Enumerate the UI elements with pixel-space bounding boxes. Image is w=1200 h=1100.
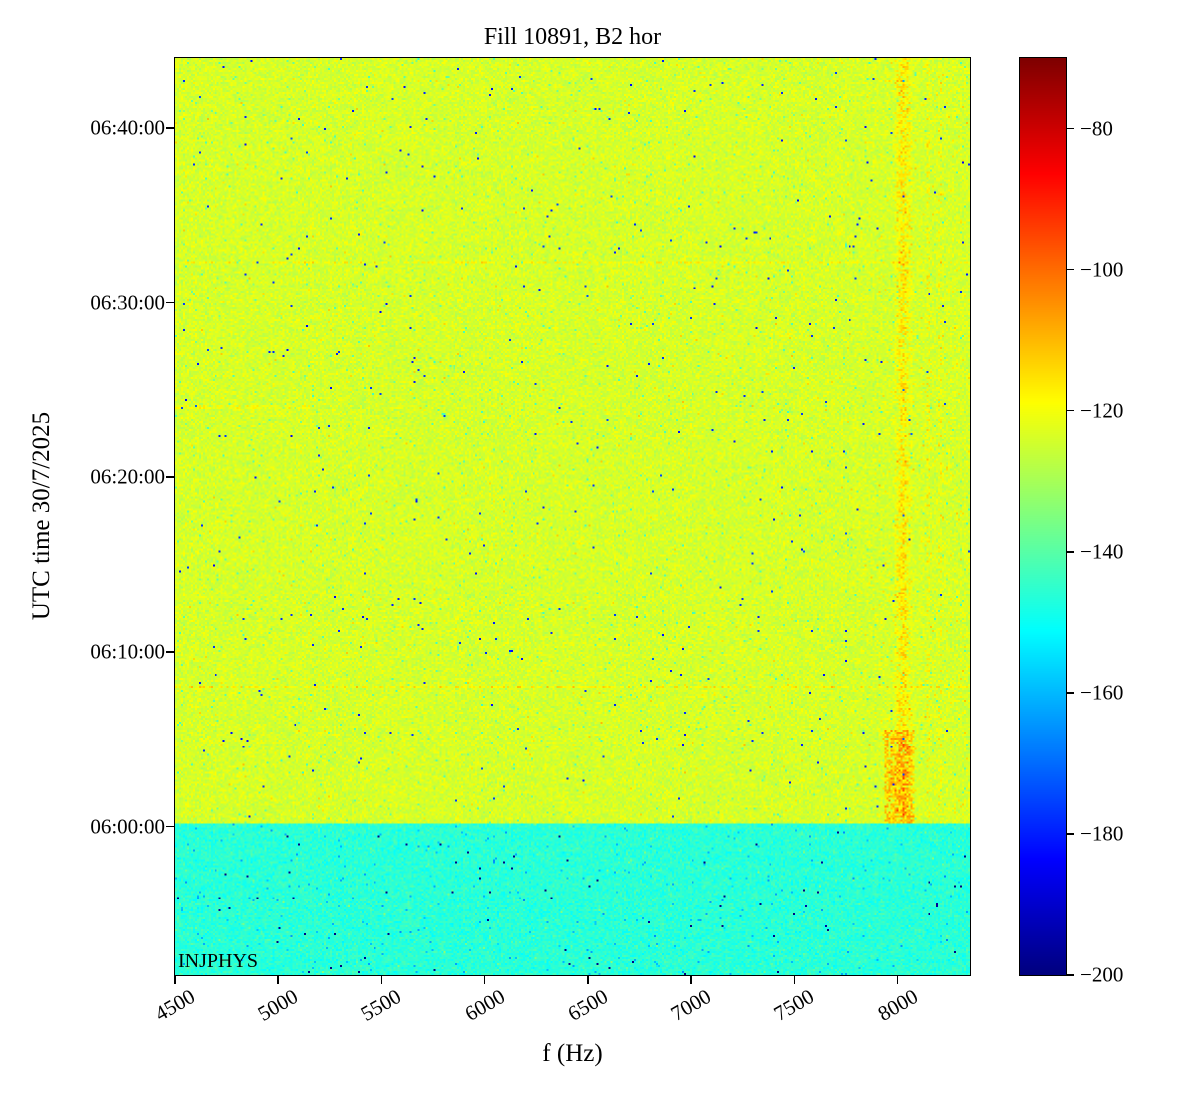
colorbar-tick-label: −160 — [1080, 680, 1124, 705]
x-tick-mark — [690, 976, 692, 984]
x-tick-label: 6500 — [563, 984, 612, 1026]
colorbar-tick-mark — [1067, 551, 1074, 553]
colorbar-tick-label: −140 — [1080, 539, 1124, 564]
colorbar-tick-mark — [1067, 268, 1074, 271]
y-tick-mark — [166, 127, 174, 129]
y-tick-label: 06:00:00 — [90, 814, 165, 839]
colorbar-tick-label: −120 — [1080, 398, 1124, 423]
spectrogram-heatmap — [175, 58, 970, 975]
y-tick-mark — [166, 476, 174, 478]
x-tick-mark — [380, 976, 383, 984]
colorbar-tick-mark — [1067, 974, 1074, 976]
x-tick-label: 5500 — [357, 984, 406, 1026]
injphys-annotation: INJPHYS — [178, 950, 259, 972]
colorbar-tick-label: −100 — [1080, 257, 1124, 282]
x-tick-label: 6000 — [460, 984, 509, 1026]
y-tick-label: 06:10:00 — [90, 639, 165, 664]
x-tick-mark — [587, 976, 589, 984]
x-tick-mark — [483, 976, 486, 984]
x-tick-mark — [793, 976, 796, 984]
x-axis-label: f (Hz) — [542, 1040, 603, 1067]
colorbar-tick-label: −200 — [1080, 962, 1124, 987]
colorbar-tick-mark — [1067, 409, 1074, 412]
x-tick-mark — [174, 976, 176, 984]
x-tick-label: 4500 — [150, 984, 199, 1026]
x-tick-label: 5000 — [253, 984, 303, 1026]
y-tick-mark — [166, 825, 174, 828]
colorbar — [1020, 58, 1066, 975]
y-tick-label: 06:40:00 — [90, 115, 165, 140]
y-tick-mark — [166, 301, 174, 304]
colorbar-tick-mark — [1067, 833, 1074, 835]
colorbar-tick-mark — [1067, 127, 1074, 130]
colorbar-tick-label: −80 — [1080, 116, 1113, 141]
plot-title: Fill 10891, B2 hor — [483, 24, 662, 50]
colorbar-tick-label: −180 — [1080, 821, 1124, 846]
y-tick-mark — [166, 651, 174, 653]
x-tick-label: 7500 — [770, 984, 819, 1026]
x-tick-label: 7000 — [666, 984, 716, 1026]
x-tick-mark — [896, 976, 899, 984]
colorbar-tick-mark — [1067, 692, 1074, 694]
x-tick-label: 8000 — [873, 984, 922, 1026]
y-axis-label: UTC time 30/7/2025 — [28, 411, 55, 621]
y-tick-label: 06:20:00 — [90, 464, 165, 489]
y-tick-label: 06:30:00 — [90, 290, 165, 315]
x-tick-mark — [277, 976, 279, 984]
